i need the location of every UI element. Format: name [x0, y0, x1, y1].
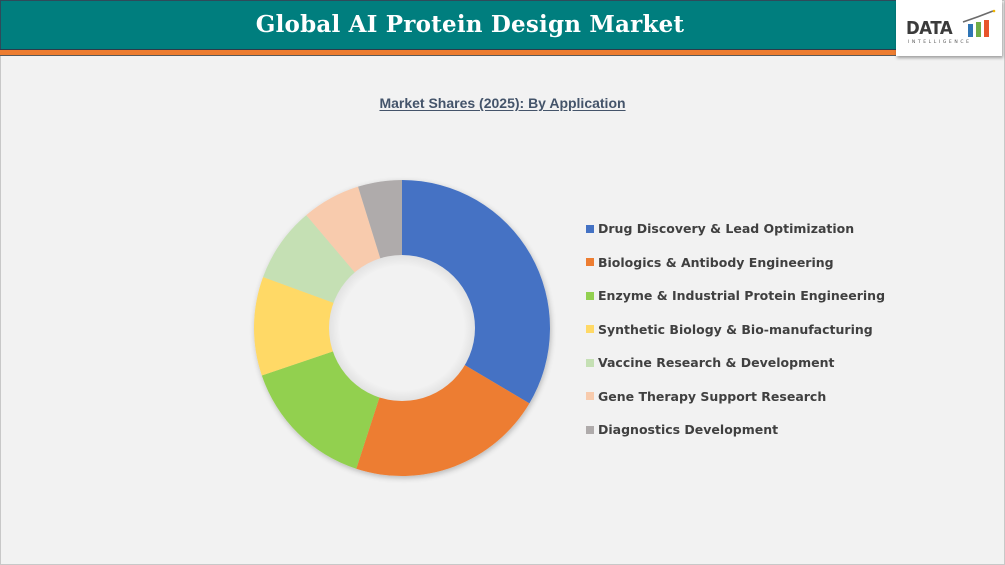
- chart-title: Market Shares (2025): By Application: [379, 95, 626, 111]
- logo-wordmark: DATA: [906, 18, 953, 39]
- legend-item-biologics: Biologics & Antibody Engineering: [586, 246, 885, 280]
- legend-item-gene-therapy: Gene Therapy Support Research: [586, 380, 885, 414]
- legend-item-vaccine: Vaccine Research & Development: [586, 346, 885, 380]
- legend-swatch-icon: [586, 258, 594, 267]
- legend-swatch-icon: [586, 425, 594, 434]
- company-logo: DATA INTELLIGENCE: [896, 0, 1002, 56]
- donut-hole: [329, 255, 475, 401]
- legend-label: Biologics & Antibody Engineering: [598, 254, 834, 270]
- header-bar: [0, 0, 896, 49]
- logo-bar-blue-icon: [968, 24, 973, 37]
- page-title: Global AI Protein Design Market: [255, 11, 685, 38]
- legend-label: Diagnostics Development: [598, 422, 779, 438]
- legend-item-drug-discovery: Drug Discovery & Lead Optimization: [586, 212, 885, 246]
- legend-label: Synthetic Biology & Bio-manufacturing: [598, 321, 873, 337]
- chart-legend: Drug Discovery & Lead Optimization Biolo…: [586, 212, 885, 447]
- legend-swatch-icon: [586, 358, 594, 367]
- donut-slice: [402, 180, 550, 404]
- legend-label: Enzyme & Industrial Protein Engineering: [598, 288, 886, 304]
- donut-slice: [356, 364, 530, 476]
- donut-slice: [358, 180, 402, 260]
- header-accent-stripe: [0, 50, 896, 55]
- logo-swoosh-icon: [962, 9, 996, 23]
- legend-swatch-icon: [586, 224, 594, 233]
- legend-swatch-icon: [586, 392, 594, 401]
- legend-label: Gene Therapy Support Research: [598, 388, 827, 404]
- donut-chart: [240, 166, 564, 490]
- legend-item-enzyme: Enzyme & Industrial Protein Engineering: [586, 279, 885, 313]
- donut-chart-svg: [254, 180, 550, 476]
- donut-slice: [306, 186, 381, 274]
- legend-swatch-icon: [586, 291, 594, 300]
- header-divider: [0, 49, 896, 50]
- legend-label: Drug Discovery & Lead Optimization: [598, 221, 855, 237]
- donut-slice: [263, 215, 356, 304]
- header-divider-bottom: [0, 55, 896, 56]
- donut-slice: [261, 351, 380, 469]
- logo-bar-red-icon: [984, 20, 989, 37]
- legend-swatch-icon: [586, 325, 594, 334]
- donut-slice: [254, 276, 335, 376]
- legend-item-synthetic-biology: Synthetic Biology & Bio-manufacturing: [586, 313, 885, 347]
- legend-label: Vaccine Research & Development: [598, 355, 835, 371]
- logo-subtext: INTELLIGENCE: [908, 40, 972, 45]
- legend-item-diagnostics: Diagnostics Development: [586, 413, 885, 447]
- logo-bar-green-icon: [976, 22, 981, 37]
